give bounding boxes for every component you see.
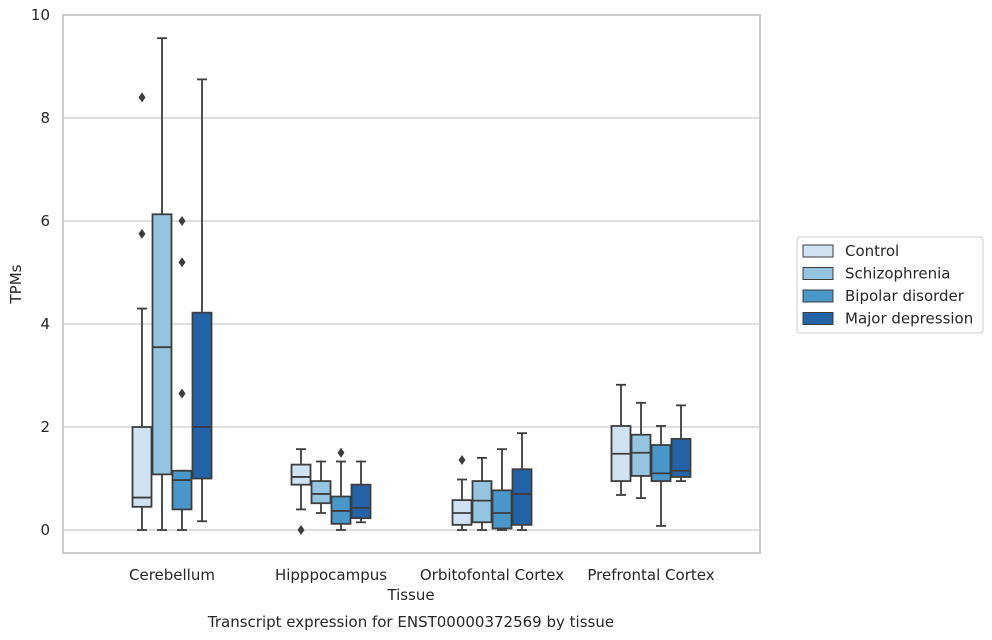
box-3-0 <box>610 383 632 496</box>
legend-swatch <box>802 244 834 258</box>
legend-item-3: Major depression <box>802 310 973 328</box>
x-tick-label-0: Cerebellum <box>129 566 215 584</box>
box-0-2 <box>171 216 193 531</box>
y-tick-label-8: 8 <box>40 109 50 127</box>
plot-frame <box>62 14 761 554</box>
x-tick-label-2: Orbitofontal Cortex <box>420 566 564 584</box>
y-tick-label-0: 0 <box>40 521 50 539</box>
legend-label: Control <box>845 242 899 260</box>
outlier-point <box>178 216 186 226</box>
y-tick-labels: 0 2 4 6 8 10 <box>31 6 50 539</box>
box-0-1 <box>151 37 173 531</box>
legend-swatch <box>802 267 834 280</box>
legend-swatch <box>802 289 834 303</box>
legend-item-0: Control <box>802 242 899 260</box>
box-body <box>131 426 153 508</box>
box-body <box>471 480 493 524</box>
y-tick-label-10: 10 <box>31 6 50 24</box>
legend-frame <box>796 236 984 334</box>
x-axis-title: Tissue <box>386 586 434 604</box>
box-1-1 <box>310 460 332 514</box>
box-2-3 <box>511 432 533 531</box>
y-tick-label-4: 4 <box>40 315 50 333</box>
outlier-point <box>297 525 305 535</box>
box-body <box>151 213 173 476</box>
box-body <box>350 483 372 520</box>
legend-label: Bipolar disorder <box>845 287 965 305</box>
box-body <box>310 480 332 505</box>
box-body <box>290 463 312 486</box>
box-0-3 <box>191 78 213 523</box>
y-tick-label-2: 2 <box>40 418 50 436</box>
box-body <box>171 469 193 511</box>
legend-label: Major depression <box>845 310 973 328</box>
box-2-2 <box>491 448 513 531</box>
box-body <box>491 489 513 530</box>
outlier-point <box>138 92 146 103</box>
box-1-0 <box>290 448 312 535</box>
y-axis-title: TPMs <box>7 264 25 304</box>
box-2-1 <box>471 456 493 531</box>
box-body <box>650 444 672 482</box>
box-2-0 <box>451 454 473 531</box>
legend-label: Schizophrenia <box>845 265 950 283</box>
legend-swatch <box>802 312 834 325</box>
x-tick-label-3: Prefrontal Cortex <box>587 566 714 584</box>
outlier-point <box>178 388 186 399</box>
box-1-3 <box>350 460 372 524</box>
chart-caption: Transcript expression for ENST0000037256… <box>207 613 614 631</box>
box-3-3 <box>670 404 692 482</box>
outlier-point <box>138 228 146 239</box>
boxes <box>131 37 692 535</box>
legend: Control Schizophrenia Bipolar disorder Majo… <box>796 236 984 334</box>
legend-item-1: Schizophrenia <box>802 265 950 283</box>
box-body <box>630 433 652 477</box>
y-tick-label-6: 6 <box>40 212 50 230</box>
box-3-2 <box>650 425 672 527</box>
box-body <box>191 311 213 480</box>
outlier-point <box>337 447 345 458</box>
legend-item-2: Bipolar disorder <box>802 287 965 305</box>
x-tick-label-1: Hipppocampus <box>275 566 387 584</box>
box-body <box>511 468 533 526</box>
box-3-1 <box>630 401 652 499</box>
box-0-0 <box>131 92 153 531</box>
outlier-point <box>178 257 186 268</box>
box-1-2 <box>330 447 352 531</box>
x-tick-labels: Cerebellum Hipppocampus Orbitofontal Corte… <box>129 566 715 584</box>
outlier-point <box>458 454 466 465</box>
box-body <box>670 437 692 478</box>
